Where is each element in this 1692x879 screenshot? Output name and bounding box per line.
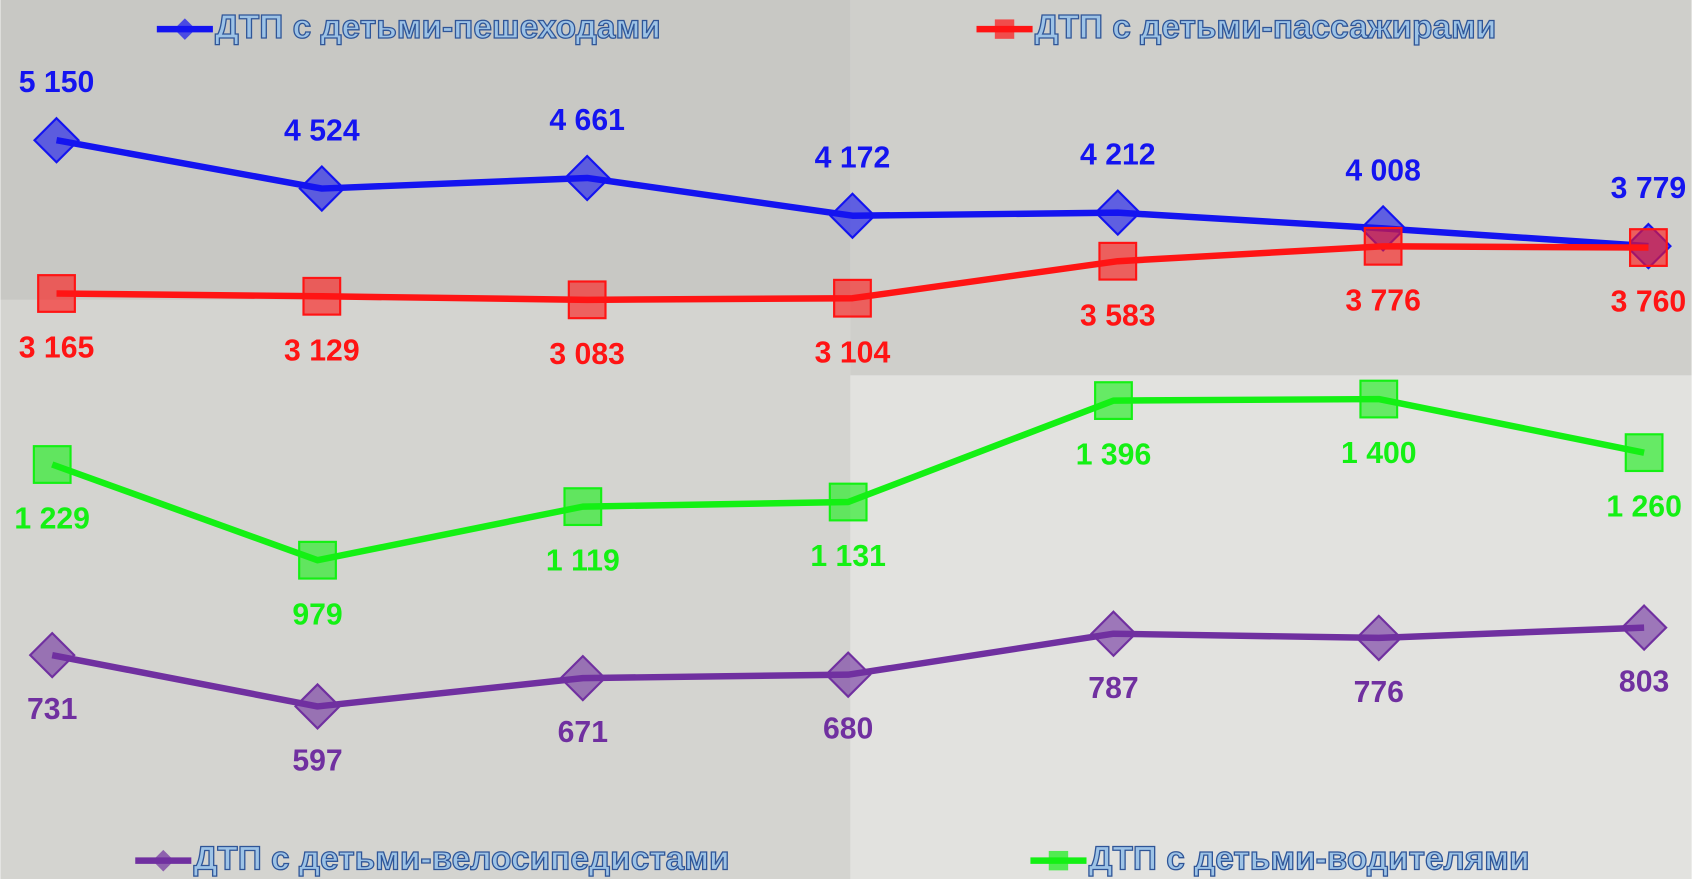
marker (299, 542, 336, 579)
value-label: 3 165 (19, 332, 95, 365)
value-label: 4 008 (1345, 154, 1421, 187)
legend-label: ДТП с детьми-велосипедистами (193, 840, 729, 877)
value-label: 3 129 (284, 334, 360, 367)
value-label: 979 (292, 598, 342, 631)
value-label: 1 229 (14, 503, 90, 536)
value-label: 3 083 (549, 338, 625, 371)
marker (565, 488, 602, 525)
value-label: 787 (1088, 672, 1138, 705)
marker (1095, 382, 1132, 419)
marker (34, 446, 71, 483)
legend-label: ДТП с детьми-пешеходами (215, 9, 661, 46)
value-label: 680 (823, 713, 873, 746)
photo (850, 0, 1691, 375)
value-label: 5 150 (19, 66, 95, 99)
value-label: 597 (292, 744, 342, 777)
value-label: 3 583 (1080, 299, 1156, 332)
value-label: 4 212 (1080, 139, 1156, 172)
marker (830, 484, 867, 521)
value-label: 1 396 (1076, 439, 1152, 472)
marker (1626, 434, 1663, 471)
value-label: 3 779 (1611, 172, 1687, 205)
value-label: 3 104 (815, 336, 891, 369)
marker (1630, 229, 1667, 266)
value-label: 803 (1619, 666, 1669, 699)
marker (1365, 228, 1402, 265)
marker (304, 278, 341, 315)
marker (38, 275, 75, 312)
legend-marker (995, 19, 1014, 38)
value-label: 4 172 (815, 142, 891, 175)
marker (569, 281, 606, 318)
value-label: 4 661 (549, 104, 625, 137)
value-label: 671 (558, 716, 608, 749)
value-label: 3 760 (1611, 286, 1687, 319)
value-label: 1 260 (1606, 491, 1682, 524)
value-label: 776 (1354, 676, 1404, 709)
marker (1360, 381, 1397, 418)
legend-marker (1049, 851, 1068, 870)
legend-label: ДТП с детьми-водителями (1089, 840, 1530, 877)
value-label: 3 776 (1345, 284, 1421, 317)
marker (834, 280, 871, 317)
value-label: 1 119 (546, 545, 620, 578)
value-label: 1 131 (810, 540, 886, 573)
chart: 5 150 4 524 4 661 4 172 4 212 4 008 3 779 ДТП с… (0, 0, 1692, 879)
legend-label: ДТП с детьми-пассажирами (1035, 9, 1497, 46)
value-label: 4 524 (284, 114, 360, 147)
photo (0, 300, 850, 879)
value-label: 1 400 (1341, 437, 1417, 470)
value-label: 731 (27, 693, 77, 726)
marker (1099, 243, 1136, 280)
